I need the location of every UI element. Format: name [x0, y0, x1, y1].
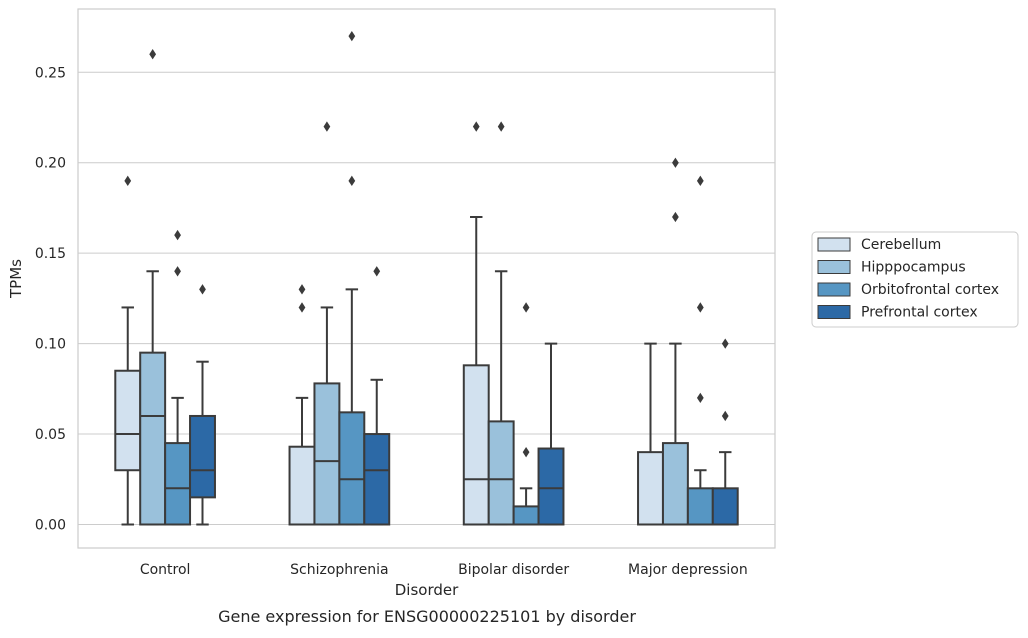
box-rect: [487, 420, 515, 526]
outlier-point: [497, 121, 505, 132]
x-tick-label: Schizophrenia: [290, 562, 388, 578]
outlier-point: [149, 49, 157, 60]
y-tick-label: 0.10: [35, 337, 66, 353]
box-rect: [164, 442, 192, 526]
outlier-point: [348, 175, 356, 187]
boxes-layer: [114, 30, 739, 526]
y-tick-label: 0.05: [35, 427, 66, 443]
box-rect: [288, 445, 316, 526]
outlier-point: [696, 302, 704, 313]
outlier-point: [672, 157, 679, 168]
box-rect: [637, 451, 664, 526]
legend-label: Hipppocampus: [861, 260, 966, 276]
box-rect: [338, 411, 366, 526]
box-group: [537, 342, 565, 526]
outlier-point: [174, 266, 181, 277]
y-tick-label: 0.25: [35, 65, 66, 81]
legend-swatch: [817, 305, 851, 319]
x-tick-label: Major depression: [628, 562, 748, 578]
outlier-point: [298, 284, 306, 295]
legend-swatch: [817, 237, 851, 252]
x-tick-labels: Control Schizophrenia Bipolar disorder Majo…: [140, 562, 748, 578]
box-group: [114, 175, 142, 526]
box-group: [189, 284, 216, 526]
y-tick-label: 0.00: [35, 517, 66, 533]
outlier-point: [672, 211, 679, 223]
box-rect: [686, 487, 714, 526]
outlier-point: [199, 284, 206, 295]
box-group: [139, 49, 167, 526]
box-rect: [363, 433, 391, 526]
box-group: [164, 229, 192, 526]
box-group: [711, 338, 739, 526]
box-group: [487, 121, 515, 526]
outlier-point: [721, 410, 729, 422]
y-tick-label: 0.20: [35, 156, 66, 172]
outlier-point: [472, 121, 480, 132]
box-rect: [189, 414, 216, 499]
legend-label: Cerebellum: [861, 237, 941, 253]
box-rect: [462, 364, 490, 526]
y-axis-label: TPMs: [7, 259, 25, 299]
box-rect: [114, 369, 142, 472]
box-rect: [313, 382, 341, 526]
y-tick-label: 0.15: [35, 246, 66, 262]
outlier-point: [522, 446, 530, 458]
outlier-point: [124, 175, 132, 187]
outlier-point: [522, 302, 530, 313]
legend-label: Orbitofrontal cortex: [861, 282, 999, 298]
box-group: [313, 121, 341, 526]
box-group: [512, 302, 540, 526]
box-group: [661, 157, 689, 526]
box-rect: [661, 442, 689, 526]
legend: Cerebellum Hipppocampus Orbitofrontal cort…: [811, 231, 1019, 328]
legend-swatch: [817, 282, 851, 297]
outlier-point: [348, 30, 356, 42]
box-rect: [139, 351, 167, 526]
box-group: [363, 266, 391, 526]
outlier-point: [298, 302, 306, 313]
y-tick-labels: 0.00 0.05 0.10 0.15 0.20 0.25: [35, 65, 66, 533]
plot-frame: [77, 8, 776, 549]
box-group: [686, 175, 714, 526]
outlier-point: [323, 121, 331, 132]
box-group: [288, 284, 316, 526]
box-rect: [711, 487, 739, 526]
x-axis-label: Disorder: [395, 581, 459, 599]
box-rect: [537, 447, 565, 526]
outlier-point: [696, 392, 704, 404]
x-tick-label: Control: [140, 562, 191, 578]
legend-label: Prefrontal cortex: [861, 305, 978, 321]
legend-swatch: [817, 260, 851, 274]
box-group: [637, 342, 664, 526]
x-tick-label: Bipolar disorder: [458, 562, 569, 578]
outlier-point: [696, 175, 704, 187]
legend-frame: [811, 231, 1019, 328]
box-rect: [512, 505, 540, 526]
box-group: [462, 121, 490, 526]
outlier-point: [721, 338, 729, 349]
outlier-point: [373, 266, 381, 277]
box-group: [338, 30, 366, 526]
outlier-point: [174, 229, 181, 241]
chart-caption: Gene expression for ENSG00000225101 by d…: [218, 607, 636, 626]
